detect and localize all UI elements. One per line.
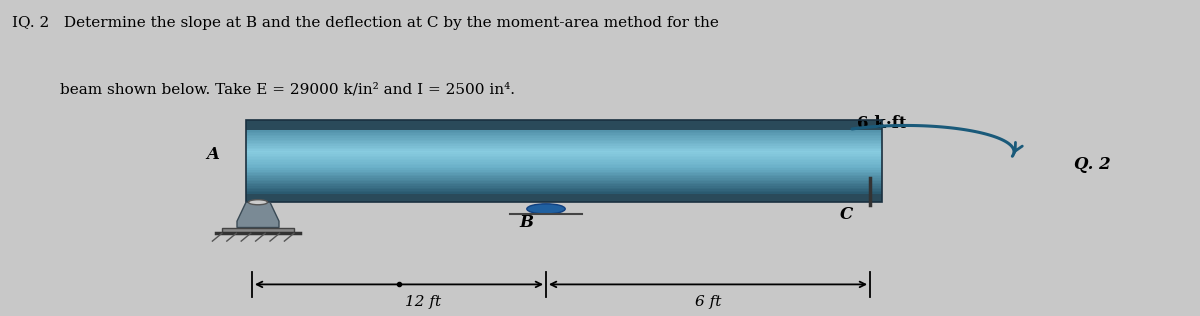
Text: B: B bbox=[520, 214, 534, 231]
Bar bbox=[246, 149, 882, 151]
Text: IQ. 2   Determine the slope at B and the deflection at C by the moment-area meth: IQ. 2 Determine the slope at B and the d… bbox=[12, 16, 719, 30]
Text: Q. 2: Q. 2 bbox=[1074, 156, 1111, 173]
Bar bbox=[246, 150, 882, 152]
Bar bbox=[246, 163, 882, 165]
Bar bbox=[246, 168, 882, 170]
Bar bbox=[246, 181, 882, 183]
Bar bbox=[246, 133, 882, 135]
Bar bbox=[246, 176, 882, 178]
Bar bbox=[246, 189, 882, 191]
Bar bbox=[246, 157, 882, 159]
Circle shape bbox=[248, 200, 268, 205]
Bar bbox=[246, 158, 882, 161]
Text: 6 ft: 6 ft bbox=[695, 295, 721, 309]
Bar bbox=[246, 155, 882, 157]
Text: C: C bbox=[840, 206, 853, 223]
Text: beam shown below. Take E = 29000 k/in² and I = 2500 in⁴.: beam shown below. Take E = 29000 k/in² a… bbox=[60, 82, 515, 96]
Bar bbox=[246, 120, 882, 202]
Bar bbox=[246, 131, 882, 133]
Bar bbox=[246, 144, 882, 146]
Bar bbox=[246, 192, 882, 194]
Bar bbox=[246, 162, 882, 164]
Bar bbox=[246, 194, 882, 202]
Bar bbox=[246, 146, 882, 148]
Circle shape bbox=[527, 204, 565, 214]
Bar bbox=[246, 130, 882, 131]
Text: A: A bbox=[206, 146, 220, 163]
Bar bbox=[246, 141, 882, 143]
Bar bbox=[246, 171, 882, 173]
Bar bbox=[246, 167, 882, 168]
Bar bbox=[246, 134, 882, 136]
Bar bbox=[222, 228, 294, 233]
Bar bbox=[246, 184, 882, 186]
Bar bbox=[246, 174, 882, 176]
Bar bbox=[246, 179, 882, 181]
Bar bbox=[246, 170, 882, 172]
Bar bbox=[246, 147, 882, 149]
Bar bbox=[246, 160, 882, 162]
Bar bbox=[246, 183, 882, 185]
Bar bbox=[246, 154, 882, 155]
Text: 6 k·ft: 6 k·ft bbox=[857, 115, 907, 132]
Bar bbox=[246, 186, 882, 188]
Bar bbox=[246, 187, 882, 189]
Text: 12 ft: 12 ft bbox=[404, 295, 442, 309]
Bar bbox=[246, 165, 882, 167]
Bar bbox=[246, 178, 882, 179]
Bar bbox=[246, 139, 882, 141]
Bar bbox=[246, 120, 882, 130]
Bar bbox=[246, 173, 882, 175]
Polygon shape bbox=[238, 202, 278, 228]
Bar bbox=[246, 152, 882, 154]
Bar bbox=[246, 138, 882, 140]
Bar bbox=[246, 143, 882, 144]
Bar bbox=[246, 136, 882, 138]
Bar bbox=[246, 191, 882, 192]
